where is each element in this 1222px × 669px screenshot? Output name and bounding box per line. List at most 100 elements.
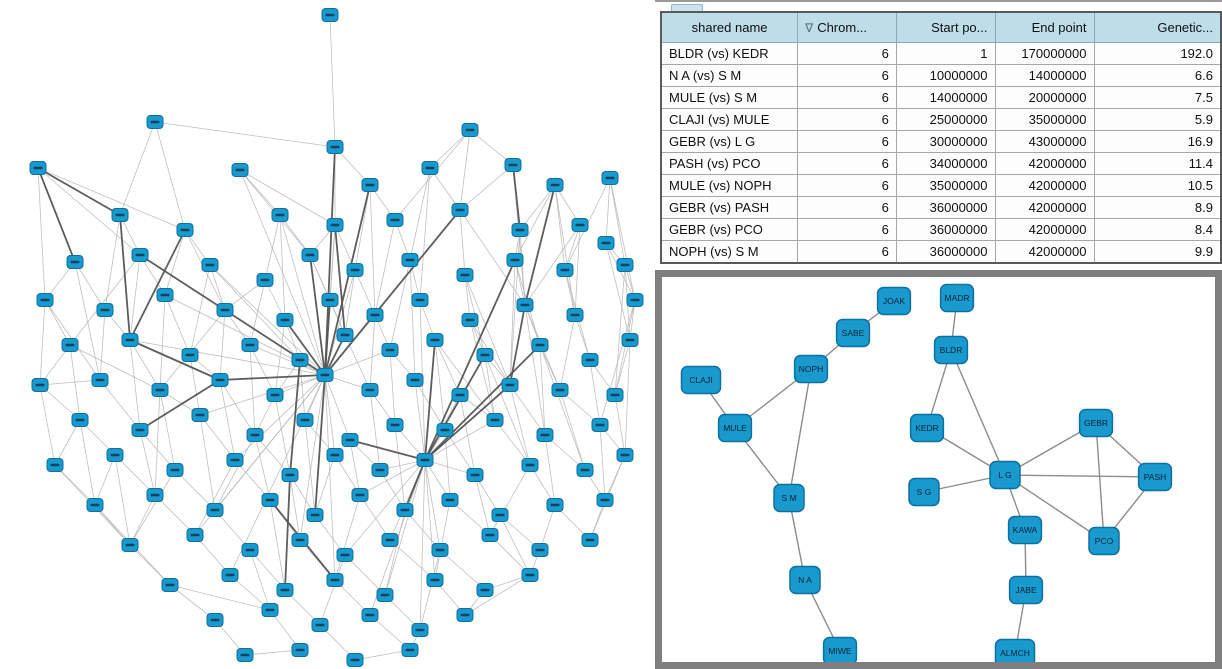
overview-node[interactable] xyxy=(546,178,564,192)
cell-r1-c1[interactable]: 6 xyxy=(797,64,897,87)
overview-node[interactable] xyxy=(151,383,169,397)
overview-node[interactable] xyxy=(361,178,379,192)
overview-edge[interactable] xyxy=(424,344,541,461)
subnetwork-edge-NOPH-SM[interactable] xyxy=(788,368,812,499)
column-header-genetic[interactable]: Genetic... xyxy=(1093,12,1222,43)
overview-node[interactable] xyxy=(556,263,574,277)
overview-edge[interactable] xyxy=(434,339,461,396)
overview-edge[interactable] xyxy=(229,374,326,576)
overview-node[interactable] xyxy=(216,303,234,317)
overview-edge[interactable] xyxy=(199,414,216,511)
overview-edge[interactable] xyxy=(274,394,291,476)
overview-edge[interactable] xyxy=(189,354,201,416)
cell-r7-c2[interactable]: 36000000 xyxy=(895,196,996,219)
overview-node[interactable] xyxy=(31,378,49,392)
overview-edge[interactable] xyxy=(564,269,576,316)
overview-node[interactable] xyxy=(306,508,324,522)
overview-node[interactable] xyxy=(376,588,394,602)
overview-edge[interactable] xyxy=(249,344,276,396)
overview-node[interactable] xyxy=(166,463,184,477)
column-header-shared-name[interactable]: shared name xyxy=(660,12,799,43)
table-row[interactable]: PASH (vs) PCO 6 34000000 42000000 11.4 xyxy=(660,152,1222,175)
overview-node[interactable] xyxy=(546,498,564,512)
overview-node[interactable] xyxy=(121,333,139,347)
overview-edge[interactable] xyxy=(319,554,346,626)
cell-r7-c0[interactable]: GEBR (vs) PASH xyxy=(660,196,799,219)
overview-edge[interactable] xyxy=(129,339,141,431)
overview-edge[interactable] xyxy=(314,454,336,516)
overview-edge[interactable] xyxy=(369,314,376,391)
overview-node[interactable] xyxy=(106,448,124,462)
subnetwork-edge-GEBR-PCO[interactable] xyxy=(1095,422,1105,542)
cell-r8-c1[interactable]: 6 xyxy=(797,218,897,241)
overview-edge[interactable] xyxy=(524,184,556,306)
overview-edge[interactable] xyxy=(509,259,516,386)
overview-edge[interactable] xyxy=(37,167,141,256)
subnetwork-node-LG[interactable]: L G xyxy=(989,460,1021,490)
overview-edge[interactable] xyxy=(129,229,186,341)
cell-r4-c4[interactable]: 16.9 xyxy=(1093,130,1222,153)
overview-node[interactable] xyxy=(221,568,239,582)
overview-edge[interactable] xyxy=(199,374,326,416)
cell-r6-c0[interactable]: MULE (vs) NOPH xyxy=(660,174,799,197)
overview-edge[interactable] xyxy=(129,494,156,546)
overview-edge[interactable] xyxy=(349,439,361,496)
overview-edge[interactable] xyxy=(264,214,281,281)
overview-node[interactable] xyxy=(581,353,599,367)
overview-node[interactable] xyxy=(111,208,129,222)
table-row[interactable]: GEBR (vs) PCO 6 36000000 42000000 8.4 xyxy=(660,218,1222,241)
overview-edge[interactable] xyxy=(539,344,561,391)
overview-edge[interactable] xyxy=(614,394,626,456)
overview-edge[interactable] xyxy=(605,177,611,244)
overview-node[interactable] xyxy=(576,463,594,477)
overview-edge[interactable] xyxy=(509,384,531,466)
overview-node[interactable] xyxy=(521,458,539,472)
overview-node[interactable] xyxy=(531,543,549,557)
overview-node[interactable] xyxy=(46,458,64,472)
overview-edge[interactable] xyxy=(219,309,226,381)
overview-edge[interactable] xyxy=(374,219,396,316)
overview-edge[interactable] xyxy=(469,319,496,421)
overview-edge[interactable] xyxy=(329,14,336,148)
overview-edge[interactable] xyxy=(614,339,631,396)
overview-node[interactable] xyxy=(536,428,554,442)
overview-edge[interactable] xyxy=(209,264,301,361)
overview-edge[interactable] xyxy=(409,167,431,261)
overview-edge[interactable] xyxy=(564,224,581,271)
overview-edge[interactable] xyxy=(344,554,386,596)
cell-r2-c1[interactable]: 6 xyxy=(797,86,897,109)
filter-funnel-icon[interactable]: ∇ xyxy=(805,21,814,35)
overview-edge[interactable] xyxy=(114,454,131,546)
overview-edge[interactable] xyxy=(559,389,586,471)
overview-edge[interactable] xyxy=(39,379,101,386)
overview-edge[interactable] xyxy=(484,354,531,466)
overview-edge[interactable] xyxy=(369,184,376,316)
overview-node[interactable] xyxy=(341,433,359,447)
table-row[interactable]: CLAJI (vs) MULE 6 25000000 35000000 5.9 xyxy=(660,108,1222,131)
overview-edge[interactable] xyxy=(419,459,426,631)
overview-node[interactable] xyxy=(206,613,224,627)
cell-r6-c3[interactable]: 42000000 xyxy=(994,174,1095,197)
overview-node[interactable] xyxy=(371,463,389,477)
table-row[interactable]: N A (vs) S M 6 10000000 14000000 6.6 xyxy=(660,64,1222,87)
cell-r6-c2[interactable]: 35000000 xyxy=(895,174,996,197)
overview-edge[interactable] xyxy=(344,334,371,391)
overview-edge[interactable] xyxy=(599,424,606,501)
cell-r4-c3[interactable]: 43000000 xyxy=(994,130,1095,153)
overview-edge[interactable] xyxy=(74,261,101,381)
overview-node[interactable] xyxy=(406,373,424,387)
cell-r2-c0[interactable]: MULE (vs) S M xyxy=(660,86,799,109)
overview-node[interactable] xyxy=(336,328,354,342)
overview-node[interactable] xyxy=(441,493,459,507)
overview-edge[interactable] xyxy=(419,167,431,301)
table-row[interactable]: NOPH (vs) S M 6 36000000 42000000 9.9 xyxy=(660,240,1222,264)
overview-edge[interactable] xyxy=(279,214,326,376)
overview-node[interactable] xyxy=(616,258,634,272)
overview-edge[interactable] xyxy=(289,474,301,541)
overview-edge[interactable] xyxy=(614,299,636,396)
overview-node[interactable] xyxy=(266,388,284,402)
cell-r9-c3[interactable]: 42000000 xyxy=(994,240,1095,264)
overview-node[interactable] xyxy=(201,258,219,272)
overview-edge[interactable] xyxy=(199,414,236,461)
subnetwork-node-BLDR[interactable]: BLDR xyxy=(933,335,969,365)
